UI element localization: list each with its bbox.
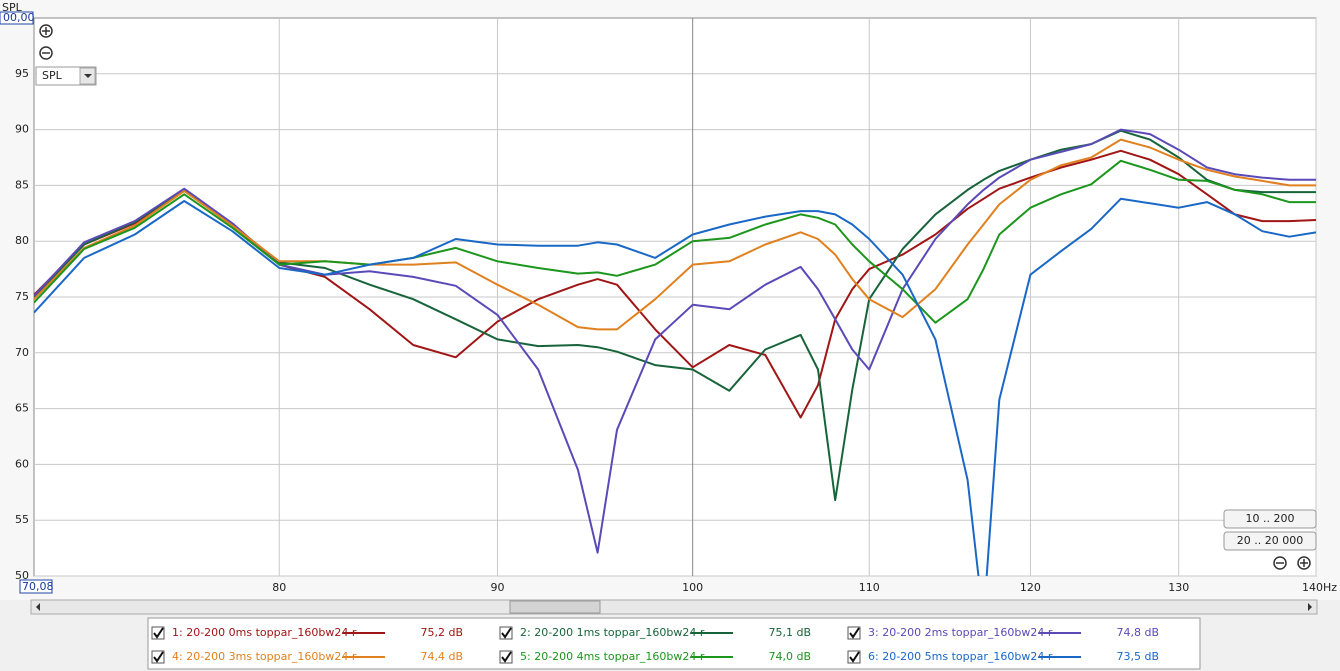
legend-check (153, 651, 164, 663)
legend-check (849, 627, 860, 639)
grid (34, 18, 1317, 577)
top-corner-label: 00,00 (3, 11, 35, 24)
legend-label: 2: 20-200 1ms toppar_160bw24 r (520, 626, 705, 639)
bottom-corner-label: 70,08 (22, 580, 54, 593)
legend-check (849, 651, 860, 663)
legend-label: 1: 20-200 0ms toppar_160bw24 r (172, 626, 357, 639)
series-line (34, 197, 1316, 576)
range-button[interactable] (1223, 531, 1317, 551)
y-tick-label: 65 (15, 402, 29, 415)
legend-value: 74,0 dB (768, 650, 811, 663)
x-tick-label: 130 (1168, 581, 1189, 594)
dropdown-label: SPL (42, 69, 63, 82)
legend-value: 73,5 dB (1116, 650, 1159, 663)
legend (147, 617, 1201, 670)
bottom-corner-box (19, 579, 53, 594)
y-tick-label: 55 (15, 513, 29, 526)
legend-label: 4: 20-200 3ms toppar_160bw24 r (172, 650, 357, 663)
x-zoom-in-icon (1300, 559, 1308, 567)
legend-entries: 1: 20-200 0ms toppar_160bw24 r 75,2 dB 2: … (151, 626, 1159, 664)
legend-value: 74,8 dB (1116, 626, 1159, 639)
legend-label: 3: 20-200 2ms toppar_160bw24 r (868, 626, 1053, 639)
x-tick-label: 90 (490, 581, 504, 594)
series-line (34, 129, 1316, 502)
legend-label: 6: 20-200 5ms toppar_160bw24 r (868, 650, 1053, 663)
y-tick-label: 80 (15, 234, 29, 247)
y-tick-label: 75 (15, 290, 29, 303)
y-tick-label: 60 (15, 457, 29, 470)
x-tick-label: 110 (859, 581, 880, 594)
legend-check (501, 651, 512, 663)
y-tick-label: 50 (15, 569, 29, 582)
curves (34, 128, 1316, 576)
legend-value: 75,2 dB (420, 626, 463, 639)
y-axis-label: SPL (2, 1, 23, 14)
x-tick-label: 120 (1020, 581, 1041, 594)
series-line (34, 128, 1316, 554)
x-tick-label: 140Hz (1302, 581, 1337, 594)
legend-value: 74,4 dB (420, 650, 463, 663)
legend-value: 75,1 dB (768, 626, 811, 639)
x-tick-label: 80 (272, 581, 286, 594)
zoom-in-icon (42, 27, 50, 35)
y-tick-label: 85 (15, 178, 29, 191)
series-line (34, 159, 1316, 324)
range-button-label: 20 .. 20 000 (1237, 534, 1303, 547)
x-tick-label: 100 (682, 581, 703, 594)
legend-label: 5: 20-200 4ms toppar_160bw24 r (520, 650, 705, 663)
range-button-label: 10 .. 200 (1246, 512, 1295, 525)
top-corner-box (0, 11, 34, 25)
series-line (34, 149, 1316, 419)
legend-check (153, 627, 164, 639)
y-tick-label: 70 (15, 346, 29, 359)
scrollbar-thumb[interactable] (509, 600, 601, 614)
y-tick-label: 90 (15, 123, 29, 136)
legend-check (501, 627, 512, 639)
scrollbar[interactable] (30, 599, 1318, 615)
dropdown-arrow (84, 74, 92, 78)
y-tick-label: 95 (15, 67, 29, 80)
range-button[interactable] (1223, 509, 1317, 529)
